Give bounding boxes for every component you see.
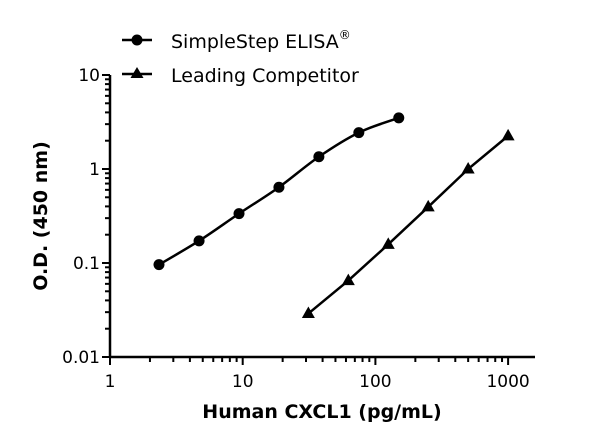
y-tick-label: 10 bbox=[78, 66, 100, 86]
data-point-circle bbox=[153, 259, 165, 271]
x-axis-label: Human CXCL1 (pg/mL) bbox=[202, 401, 441, 423]
y-axis-label: O.D. (450 nm) bbox=[30, 141, 52, 291]
data-point-triangle bbox=[381, 237, 395, 249]
legend-label-simplestep: SimpleStep ELISA® bbox=[171, 28, 351, 53]
y-tick-label: 0.01 bbox=[62, 348, 100, 368]
data-point-circle bbox=[193, 235, 205, 247]
legend: SimpleStep ELISA® Leading Competitor bbox=[122, 28, 359, 87]
data-point-triangle bbox=[461, 162, 475, 174]
y-tick-label: 1 bbox=[89, 160, 100, 180]
series-line-competitor bbox=[307, 134, 509, 315]
data-point-triangle bbox=[341, 273, 355, 286]
x-tick-label: 1 bbox=[105, 372, 116, 392]
data-point-circle bbox=[233, 208, 245, 220]
data-point-circle bbox=[393, 112, 405, 124]
data-point-circle bbox=[273, 181, 285, 193]
data-point-triangle bbox=[301, 306, 315, 319]
data-point-circle bbox=[313, 151, 325, 163]
legend-label-competitor: Leading Competitor bbox=[171, 65, 359, 87]
legend-triangle-marker-icon bbox=[130, 67, 144, 78]
data-point-triangle bbox=[501, 128, 515, 141]
x-tick-label: 1000 bbox=[486, 372, 529, 392]
data-point-triangle bbox=[421, 199, 435, 212]
legend-circle-marker-icon bbox=[131, 34, 143, 46]
axes: 1 10 100 1000 0.01 0.1 1 10 bbox=[62, 66, 535, 392]
y-tick-label: 0.1 bbox=[73, 254, 100, 274]
data-point-circle bbox=[353, 127, 365, 139]
x-tick-label: 100 bbox=[359, 372, 391, 392]
series-layer bbox=[153, 112, 515, 319]
x-tick-label: 10 bbox=[232, 372, 254, 392]
